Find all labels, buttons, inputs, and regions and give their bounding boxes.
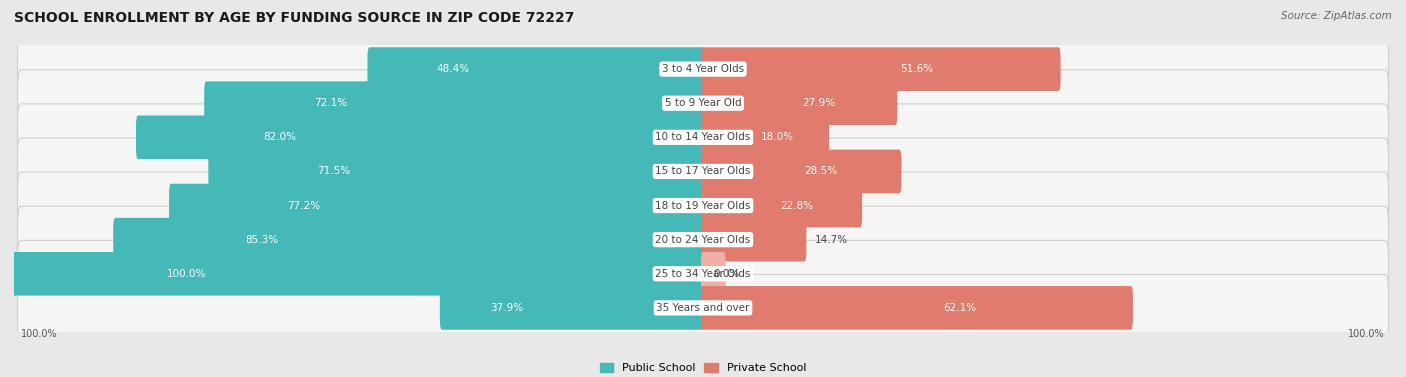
Text: 15 to 17 Year Olds: 15 to 17 Year Olds bbox=[655, 166, 751, 176]
FancyBboxPatch shape bbox=[702, 184, 862, 227]
FancyBboxPatch shape bbox=[17, 36, 1389, 103]
FancyBboxPatch shape bbox=[17, 172, 1389, 239]
Text: 25 to 34 Year Olds: 25 to 34 Year Olds bbox=[655, 269, 751, 279]
Text: 37.9%: 37.9% bbox=[491, 303, 523, 313]
FancyBboxPatch shape bbox=[17, 138, 1389, 205]
FancyBboxPatch shape bbox=[440, 286, 704, 330]
FancyBboxPatch shape bbox=[208, 150, 704, 193]
FancyBboxPatch shape bbox=[17, 70, 1389, 136]
FancyBboxPatch shape bbox=[17, 104, 1389, 171]
FancyBboxPatch shape bbox=[702, 81, 897, 125]
FancyBboxPatch shape bbox=[17, 206, 1389, 273]
Text: 20 to 24 Year Olds: 20 to 24 Year Olds bbox=[655, 234, 751, 245]
Text: 62.1%: 62.1% bbox=[943, 303, 976, 313]
Text: 100.0%: 100.0% bbox=[166, 269, 207, 279]
Text: 48.4%: 48.4% bbox=[436, 64, 470, 74]
Text: 3 to 4 Year Olds: 3 to 4 Year Olds bbox=[662, 64, 744, 74]
FancyBboxPatch shape bbox=[17, 274, 1389, 341]
Text: 18 to 19 Year Olds: 18 to 19 Year Olds bbox=[655, 201, 751, 211]
FancyBboxPatch shape bbox=[136, 115, 704, 159]
FancyBboxPatch shape bbox=[17, 241, 1389, 307]
Text: 71.5%: 71.5% bbox=[316, 166, 350, 176]
Text: 35 Years and over: 35 Years and over bbox=[657, 303, 749, 313]
FancyBboxPatch shape bbox=[114, 218, 704, 262]
FancyBboxPatch shape bbox=[702, 218, 807, 262]
Text: Source: ZipAtlas.com: Source: ZipAtlas.com bbox=[1281, 11, 1392, 21]
FancyBboxPatch shape bbox=[367, 47, 704, 91]
FancyBboxPatch shape bbox=[13, 252, 704, 296]
Text: SCHOOL ENROLLMENT BY AGE BY FUNDING SOURCE IN ZIP CODE 72227: SCHOOL ENROLLMENT BY AGE BY FUNDING SOUR… bbox=[14, 11, 575, 25]
Text: 0.0%: 0.0% bbox=[713, 269, 740, 279]
FancyBboxPatch shape bbox=[702, 47, 1060, 91]
Text: 22.8%: 22.8% bbox=[780, 201, 814, 211]
Text: 100.0%: 100.0% bbox=[1348, 329, 1385, 339]
Legend: Public School, Private School: Public School, Private School bbox=[595, 359, 811, 377]
Text: 5 to 9 Year Old: 5 to 9 Year Old bbox=[665, 98, 741, 108]
Text: 82.0%: 82.0% bbox=[263, 132, 295, 143]
Text: 85.3%: 85.3% bbox=[246, 234, 278, 245]
FancyBboxPatch shape bbox=[204, 81, 704, 125]
FancyBboxPatch shape bbox=[702, 286, 1133, 330]
FancyBboxPatch shape bbox=[702, 252, 725, 296]
FancyBboxPatch shape bbox=[702, 150, 901, 193]
Text: 27.9%: 27.9% bbox=[801, 98, 835, 108]
Text: 51.6%: 51.6% bbox=[900, 64, 932, 74]
Text: 14.7%: 14.7% bbox=[814, 234, 848, 245]
FancyBboxPatch shape bbox=[169, 184, 704, 227]
Text: 72.1%: 72.1% bbox=[314, 98, 347, 108]
Text: 28.5%: 28.5% bbox=[804, 166, 838, 176]
Text: 10 to 14 Year Olds: 10 to 14 Year Olds bbox=[655, 132, 751, 143]
Text: 100.0%: 100.0% bbox=[21, 329, 58, 339]
Text: 18.0%: 18.0% bbox=[761, 132, 794, 143]
FancyBboxPatch shape bbox=[702, 115, 830, 159]
Text: 77.2%: 77.2% bbox=[288, 201, 321, 211]
